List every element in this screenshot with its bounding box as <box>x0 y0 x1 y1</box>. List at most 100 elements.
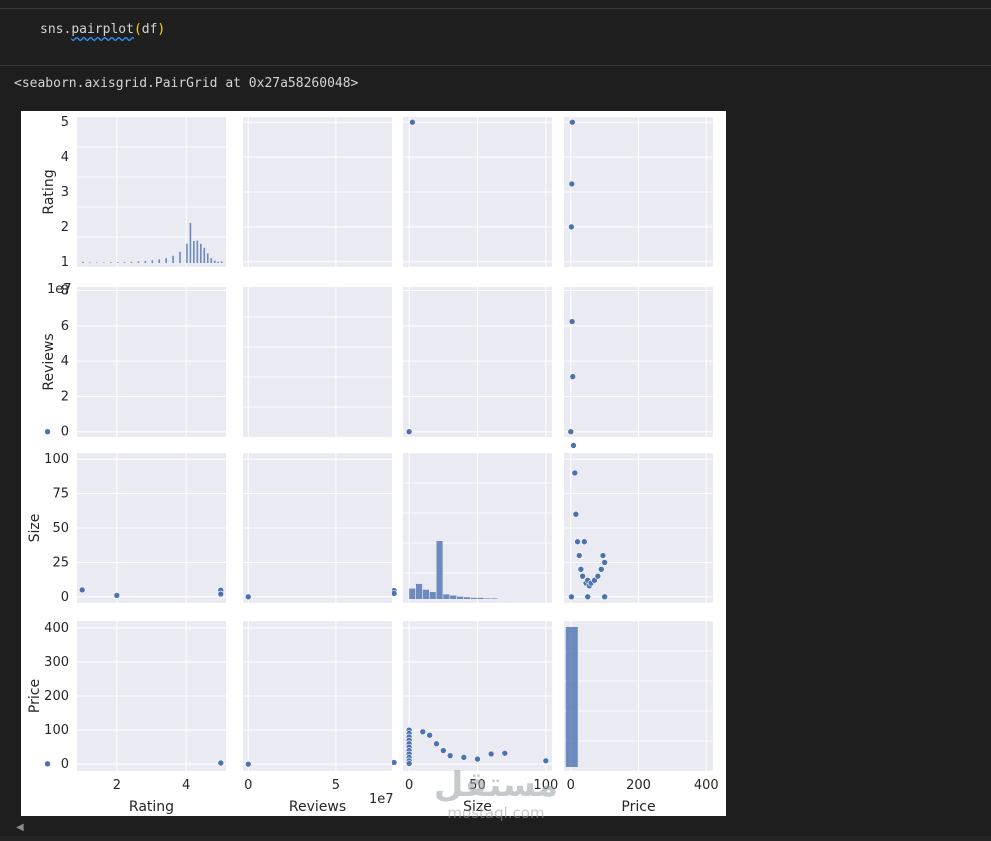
histogram-bar <box>179 251 181 263</box>
histogram-bar <box>193 241 195 263</box>
x-axis-label: Price <box>621 799 655 815</box>
code-argument: df <box>141 22 158 37</box>
x-axis-label: Size <box>463 799 492 815</box>
scatter-point <box>569 118 576 126</box>
y-tick-label: 0 <box>61 425 69 440</box>
reviews-x-offset-label: 1e7 <box>369 792 394 807</box>
y-axis-label: Rating <box>41 169 57 214</box>
scatter-point <box>568 180 576 188</box>
scatter-point <box>460 754 468 761</box>
code-function: pairplot <box>71 22 134 37</box>
x-axis-label: Rating <box>129 799 174 815</box>
x-tick-label: 4 <box>182 778 190 793</box>
code-line[interactable]: sns.pairplot(df) <box>40 22 165 37</box>
scatter-point <box>581 538 588 546</box>
scatter-point <box>570 442 577 449</box>
x-tick-label: 0 <box>567 778 575 793</box>
scatter-point <box>542 757 550 765</box>
scatter-point <box>568 318 576 325</box>
panel-reviews-vs-rating <box>44 287 226 437</box>
x-tick-label: 2 <box>113 778 121 793</box>
histogram-bar <box>151 260 154 263</box>
scatter-point <box>474 755 481 763</box>
reviews-y-offset-label: 1e7 <box>47 282 72 297</box>
histogram-bar <box>436 541 443 599</box>
pairplot-figure: 1 2 3 4 5 Rating 0 2 4 6 8 Reviews 0 25 50 75 100 Size 0 10… <box>21 111 726 816</box>
histogram-bar <box>116 262 119 263</box>
histogram-bar <box>443 594 450 599</box>
scatter-point <box>419 728 427 736</box>
scatter-point <box>577 565 585 573</box>
watermark-logo: مستقل <box>436 765 556 805</box>
scatter-point <box>433 740 440 748</box>
y-tick-label: 100 <box>44 452 69 467</box>
y-tick-label: 50 <box>52 521 69 536</box>
scatter-point <box>569 373 577 380</box>
scatter-point <box>571 469 579 477</box>
histogram-bar <box>470 597 477 599</box>
histogram-bar <box>463 597 470 599</box>
y-tick-label: 2 <box>61 220 69 235</box>
panel-rating-vs-rating <box>77 117 226 267</box>
y-axis-label: Price <box>27 679 43 713</box>
panel-reviews-vs-reviews <box>243 287 392 437</box>
scroll-left-icon[interactable]: ◀ <box>16 822 24 833</box>
scatter-point <box>568 593 575 601</box>
histogram-bar <box>217 261 219 263</box>
scatter-point <box>78 586 86 594</box>
panel-rating-vs-price <box>564 117 713 300</box>
scatter-point <box>575 552 583 559</box>
scatter-point <box>113 592 121 599</box>
panel-price-vs-reviews <box>243 621 392 771</box>
y-tick-label: 75 <box>52 487 69 502</box>
scatter-point <box>44 760 51 768</box>
scatter-point <box>217 759 225 767</box>
histogram-bar <box>484 598 491 599</box>
scatter-point <box>572 510 580 518</box>
y-tick-label: 200 <box>44 689 69 704</box>
histogram-bar <box>137 261 140 263</box>
code-close-paren: ) <box>157 22 166 37</box>
code-cell[interactable] <box>0 8 991 66</box>
histogram-bar <box>456 596 464 599</box>
histogram-bar <box>220 261 223 263</box>
histogram-bar <box>189 223 192 263</box>
scatter-point <box>405 760 413 767</box>
histogram-bar <box>491 598 498 599</box>
histogram-bar <box>415 583 423 599</box>
panel-price-vs-rating <box>44 621 398 771</box>
x-tick-label: 50 <box>469 778 486 793</box>
histogram-bar <box>123 262 126 263</box>
watermark-url: mostaql.com <box>447 804 544 822</box>
panel-size-vs-rating <box>77 453 675 603</box>
panel-background <box>77 287 226 437</box>
y-tick-label: 4 <box>61 150 69 165</box>
horizontal-scrollbar[interactable] <box>0 836 991 841</box>
y-tick-label: 4 <box>61 354 69 369</box>
output-text: <seaborn.axisgrid.PairGrid at 0x27a58260… <box>14 76 359 91</box>
panel-background <box>77 117 226 267</box>
histogram-bar <box>213 260 216 263</box>
scatter-point <box>579 572 586 580</box>
panel-price-vs-price <box>564 621 713 771</box>
histogram-bar <box>109 262 112 263</box>
scatter-point <box>244 593 252 601</box>
histogram-bar <box>206 253 209 263</box>
scatter-point <box>568 223 575 231</box>
scatter-point <box>601 593 608 601</box>
y-tick-label: 8 <box>61 284 69 299</box>
histogram-bar <box>409 588 416 599</box>
histogram-bar <box>144 261 147 263</box>
y-tick-label: 400 <box>44 621 69 636</box>
scatter-point <box>409 118 416 126</box>
y-tick-label: 6 <box>61 319 69 334</box>
panel-background <box>243 287 392 437</box>
panel-size-vs-size <box>403 453 552 603</box>
panel-price-vs-size <box>403 621 686 771</box>
histogram-bar <box>565 627 578 767</box>
scatter-point <box>244 760 252 768</box>
histogram-bar <box>429 592 436 599</box>
panel-reviews-vs-size <box>403 287 552 437</box>
scatter-point <box>594 572 602 580</box>
histogram-bar <box>210 258 213 263</box>
